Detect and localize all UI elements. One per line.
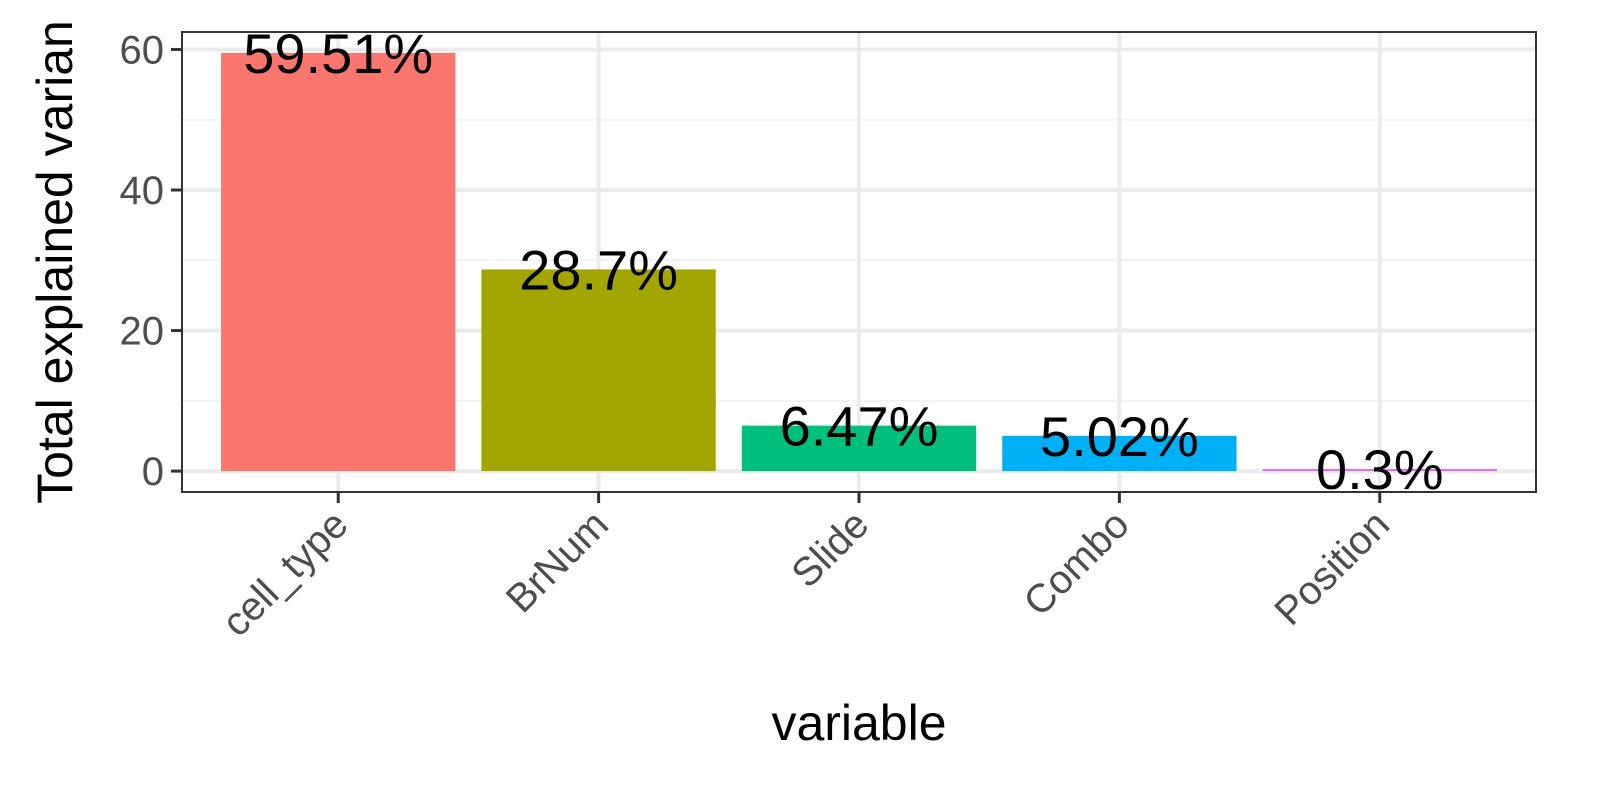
x-tick-label: cell_type xyxy=(214,502,357,645)
x-tick-label: BrNum xyxy=(498,502,617,621)
bar-position xyxy=(1262,468,1497,472)
bar-slide xyxy=(741,425,977,472)
y-tick-label: 20 xyxy=(120,310,165,354)
y-tick-label: 60 xyxy=(120,28,165,72)
bar-combo xyxy=(1002,435,1237,472)
x-tick-label: Slide xyxy=(783,502,877,596)
x-axis-title: variable xyxy=(771,695,946,751)
x-tick-label: Combo xyxy=(1015,502,1137,624)
bar-cell-type xyxy=(221,52,456,472)
bar-value-label: 5.02% xyxy=(1040,405,1199,468)
x-tick-label: Position xyxy=(1266,502,1398,634)
bar-value-label: 6.47% xyxy=(780,395,939,458)
y-tick-label: 0 xyxy=(142,450,164,494)
bar-value-label: 0.3% xyxy=(1316,438,1444,501)
y-axis-title: Total explained varian xyxy=(27,20,83,504)
y-tick-label: 40 xyxy=(120,169,165,213)
bar-brnum xyxy=(481,269,716,472)
bar-value-label: 28.7% xyxy=(519,238,678,301)
